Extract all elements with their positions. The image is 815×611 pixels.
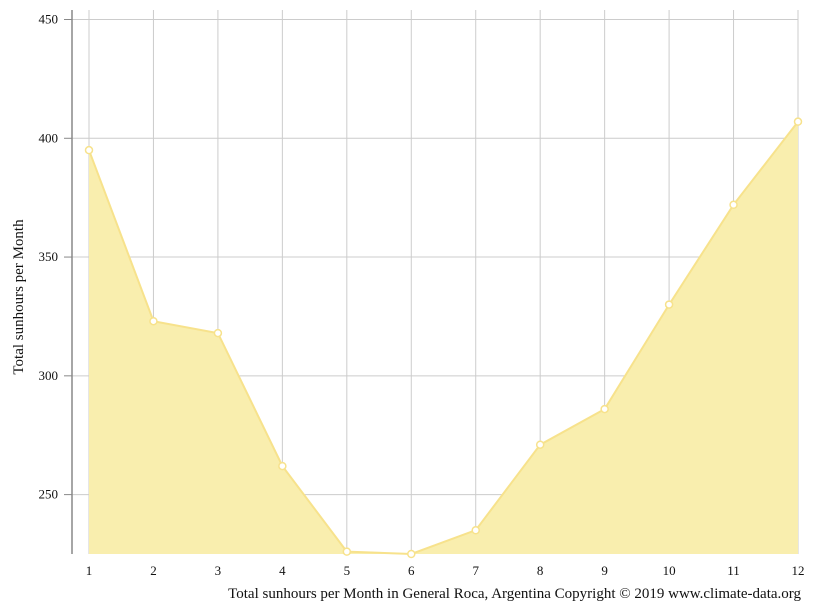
x-tick-label-2: 2 [150, 563, 157, 578]
x-axis-title: Total sunhours per Month in General Roca… [228, 586, 801, 602]
x-tick-label-3: 3 [215, 563, 222, 578]
x-tick-label-10: 10 [663, 563, 676, 578]
x-tick-label-8: 8 [537, 563, 544, 578]
data-point-3 [213, 328, 223, 338]
data-point-9 [600, 404, 609, 414]
data-point-2 [149, 316, 158, 326]
data-point-8 [535, 440, 545, 449]
x-tick-label-5: 5 [344, 563, 351, 578]
y-tick-labels: 250 300 350 400 450 [39, 12, 72, 502]
series-line [88, 121, 799, 556]
data-point-4 [278, 461, 287, 471]
data-point-10 [664, 300, 674, 309]
area-fill [89, 121, 798, 554]
y-tick-label-400: 400 [39, 130, 59, 145]
data-point-1 [84, 145, 94, 155]
x-tick-label-9: 9 [601, 563, 608, 578]
x-tick-label-7: 7 [472, 563, 479, 578]
data-point-7 [471, 525, 480, 535]
x-tick-label-11: 11 [727, 563, 740, 578]
data-point-5 [342, 547, 352, 556]
y-tick-label-300: 300 [39, 368, 59, 383]
data-markers [84, 117, 803, 559]
y-tick-label-450: 450 [39, 12, 59, 27]
x-tick-label-6: 6 [408, 563, 415, 578]
x-tick-label-1: 1 [86, 563, 93, 578]
data-point-6 [407, 549, 416, 559]
x-tick-label-12: 12 [792, 563, 805, 578]
y-tick-label-250: 250 [39, 487, 59, 502]
y-tick-label-350: 350 [39, 249, 59, 264]
x-tick-labels: 1 2 3 4 5 6 7 8 9 10 11 12 [86, 563, 805, 578]
x-tick-label-4: 4 [279, 563, 286, 578]
data-point-11 [729, 200, 738, 210]
data-point-12 [793, 117, 803, 126]
y-axis-title: Total sunhours per Month [11, 219, 27, 375]
